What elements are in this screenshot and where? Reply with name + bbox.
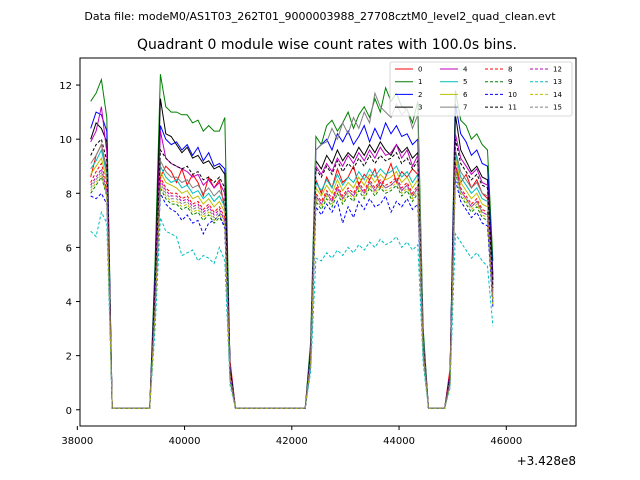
legend-label: 9 — [508, 78, 512, 86]
data-file-label: Data file: modeM0/AS1T03_262T01_90000039… — [84, 10, 556, 23]
legend-frame — [389, 61, 573, 117]
x-axis: 38000 40000 42000 44000 46000 — [61, 426, 522, 447]
legend-label: 14 — [553, 91, 562, 99]
y-tick-label: 8 — [66, 189, 72, 200]
legend-label: 0 — [418, 66, 422, 74]
legend-label: 6 — [463, 91, 468, 99]
y-tick-label: 0 — [66, 406, 72, 417]
legend-label: 11 — [508, 104, 517, 112]
x-tick-label: 38000 — [61, 436, 93, 447]
legend-label: 7 — [463, 104, 467, 112]
legend-label: 15 — [553, 104, 562, 112]
plot-frame — [79, 57, 577, 427]
series-line-14 — [90, 168, 494, 409]
legend-label: 8 — [508, 66, 512, 74]
y-tick-label: 2 — [66, 352, 72, 363]
x-tick-label: 42000 — [276, 436, 308, 447]
x-tick-label: 40000 — [169, 436, 201, 447]
legend-label: 1 — [418, 78, 422, 86]
legend-label: 12 — [553, 66, 562, 74]
legend-label: 4 — [463, 66, 468, 74]
y-tick-label: 6 — [66, 243, 72, 254]
legend-label: 2 — [418, 91, 422, 99]
y-tick-label: 4 — [66, 298, 72, 309]
y-tick-label: 10 — [59, 135, 72, 146]
legend-label: 10 — [508, 91, 517, 99]
chart-title: Quadrant 0 module wise count rates with … — [137, 37, 517, 53]
y-axis: 0 2 4 6 8 10 12 — [59, 81, 80, 417]
legend-label: 13 — [553, 78, 562, 86]
legend-label: 5 — [463, 78, 467, 86]
series-layer — [90, 74, 494, 409]
x-tick-label: 44000 — [383, 436, 415, 447]
x-tick-label: 46000 — [490, 436, 522, 447]
legend-label: 3 — [418, 104, 422, 112]
x-offset-label: +3.428e8 — [517, 454, 576, 468]
y-tick-label: 12 — [59, 81, 72, 92]
series-line-15 — [90, 168, 494, 409]
